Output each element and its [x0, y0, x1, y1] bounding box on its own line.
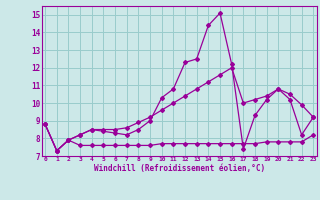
X-axis label: Windchill (Refroidissement éolien,°C): Windchill (Refroidissement éolien,°C): [94, 164, 265, 173]
